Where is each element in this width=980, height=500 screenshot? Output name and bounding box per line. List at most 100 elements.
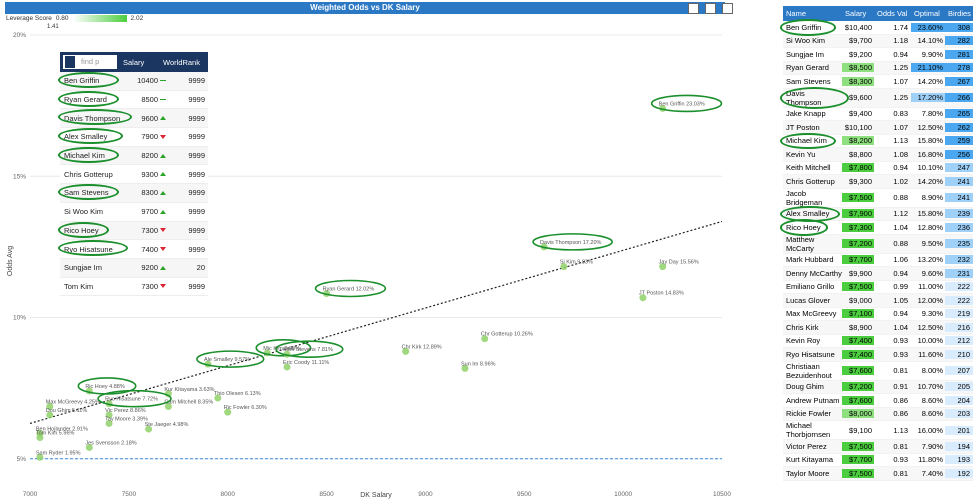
birdies-cell: 262: [945, 122, 973, 132]
highlight-circle: [97, 389, 172, 408]
table-row[interactable]: Si Woo Kim $9,700 1.18 14.10% 282: [783, 34, 973, 48]
table-row[interactable]: Chris Gotterup 9300 9999: [60, 165, 208, 185]
table-row[interactable]: Mark Hubbard $7,700 1.06 13.20% 232: [783, 254, 973, 267]
table-row[interactable]: JT Poston $10,100 1.07 12.50% 262: [783, 121, 973, 135]
salary-value: 7300: [141, 225, 158, 235]
birdies-cell: 308: [945, 22, 973, 32]
table-row[interactable]: Kevin Roy $7,400 0.93 10.00% 212: [783, 335, 973, 348]
player-name: Tom Kim: [64, 281, 94, 291]
col-odds-val[interactable]: Odds Val: [877, 9, 908, 18]
table-row[interactable]: Jacob Bridgeman $7,500 0.88 8.90% 241: [783, 189, 973, 208]
table-row[interactable]: Tom Kim 7300 9999: [60, 278, 208, 297]
optimal-cell: 11.60%: [918, 349, 943, 359]
table-row[interactable]: Christiaan Bezuidenhout $7,600 0.81 8.00…: [783, 362, 973, 381]
player-name: Chris Kirk: [786, 322, 819, 332]
table-row[interactable]: Emiliano Grillo $7,500 0.99 11.00% 222: [783, 281, 973, 294]
table-row[interactable]: Lucas Glover $9,000 1.05 12.00% 222: [783, 294, 973, 308]
odds-cell: 1.08: [893, 149, 908, 159]
salary-cell: $9,700: [849, 36, 872, 46]
point-label: Sam Stevens 7.81%: [283, 347, 333, 353]
point-label: Ryan Gerard 12.02%: [323, 286, 375, 292]
legend-min: 0.80: [55, 15, 69, 22]
player-name: Kevin Roy: [786, 336, 821, 346]
col-name[interactable]: Name: [786, 9, 807, 18]
player-name: Lucas Glover: [786, 295, 831, 305]
odds-cell: 1.02: [893, 176, 908, 186]
player-name: Andrew Putnam: [786, 395, 840, 405]
table-row[interactable]: Rickie Fowler $8,000 0.86 8.60% 203: [783, 407, 973, 421]
birdies-cell: 281: [945, 49, 973, 59]
salary-cell: $7,500: [842, 193, 874, 202]
y-tick-label: 15%: [13, 173, 26, 180]
table-row[interactable]: Sungjae Im $9,200 0.94 9.90% 281: [783, 48, 973, 62]
table-row[interactable]: Michael Thorbjornsen $9,100 1.13 16.00% …: [783, 421, 973, 440]
worldrank-cell: 9999: [188, 207, 205, 217]
more-options-icon[interactable]: [722, 3, 733, 14]
odds-cell: 0.94: [893, 49, 908, 59]
table-row[interactable]: Michael Kim $8,200 1.13 15.80% 259: [780, 132, 973, 149]
table-row[interactable]: Andrew Putnam $7,600 0.86 8.60% 204: [783, 394, 973, 408]
table-row[interactable]: Ben Griffin $10,400 1.74 23.60% 308: [780, 19, 973, 36]
salary-cell: 10400: [126, 76, 166, 85]
col-salary[interactable]: Salary: [123, 57, 145, 67]
table-row[interactable]: Sam Stevens $8,300 1.07 14.20% 267: [783, 75, 973, 89]
player-name: Kurt Kitayama: [786, 455, 834, 465]
odds-cell: 1.06: [893, 255, 908, 265]
table-row[interactable]: Max McGreevy $7,100 0.94 9.30% 219: [783, 308, 973, 321]
table-row[interactable]: Rico Hoey $7,300 1.04 12.80% 236: [780, 219, 973, 236]
optimal-cell: 12.00%: [917, 295, 943, 305]
col-optimal[interactable]: Optimal: [914, 9, 940, 18]
table-row[interactable]: Ryo Hisatsune $7,400 0.93 11.60% 210: [783, 348, 973, 362]
table-row[interactable]: Chris Kirk $8,900 1.04 12.50% 216: [783, 321, 973, 335]
table-row[interactable]: Matthew McCarty $7,200 0.88 9.50% 235: [783, 234, 973, 254]
player-name: Emiliano Grillo: [786, 282, 835, 292]
table-row[interactable]: Kevin Yu $8,800 1.08 16.80% 256: [783, 148, 973, 162]
birdies-cell: 194: [945, 441, 973, 451]
table-row[interactable]: Si Woo Kim 9700 9999: [60, 203, 208, 222]
highlight-circle: [196, 350, 265, 368]
table-row[interactable]: Alex Smalley $7,900 1.12 15.80% 239: [780, 205, 973, 222]
point-label: Ale Smalley 9.57%: [204, 357, 250, 363]
birdies-cell: 222: [945, 282, 973, 292]
birdies-cell: 241: [945, 193, 973, 202]
data-point: [145, 425, 153, 433]
table-row[interactable]: Sungjae Im 9200 20: [60, 258, 208, 278]
legend-max: 2.02: [130, 15, 144, 22]
table-row[interactable]: Denny McCarthy $9,900 0.94 9.60% 231: [783, 267, 973, 281]
table-row[interactable]: Ryan Gerard $8,500 1.25 21.10% 278: [783, 61, 973, 75]
highlight-circle: [58, 221, 110, 238]
salary-cell: $7,400: [842, 349, 874, 359]
col-birdies[interactable]: Birdies: [948, 9, 971, 18]
birdies-cell: 231: [945, 268, 973, 278]
table-row[interactable]: Chris Gotterup $9,300 1.02 14.20% 241: [783, 175, 973, 189]
table-row[interactable]: Doug Ghim $7,200 0.91 10.70% 205: [783, 380, 973, 394]
data-point: [224, 408, 232, 416]
player-name: Matthew McCarty: [786, 234, 815, 253]
table-row[interactable]: Kurt Kitayama $7,700 0.93 11.80% 193: [783, 454, 973, 467]
birdies-cell: 266: [945, 93, 973, 102]
search-input[interactable]: find p: [63, 55, 117, 69]
salary-cell: $9,300: [849, 176, 872, 186]
trend-up-icon: [160, 116, 166, 121]
col-salary[interactable]: Salary: [845, 9, 867, 18]
table-row[interactable]: Davis Thompson $9,600 1.25 17.20% 266: [780, 86, 973, 109]
optimal-cell: 9.90%: [921, 49, 943, 59]
birdies-cell: 210: [945, 349, 973, 359]
trend-down-icon: [160, 284, 166, 289]
player-name: Max McGreevy: [786, 309, 837, 319]
salary-cell: $9,600: [849, 93, 872, 102]
optimal-cell: 16.00%: [917, 425, 943, 435]
col-worldrank[interactable]: WorldRank: [163, 57, 200, 67]
odds-cell: 0.94: [893, 309, 908, 319]
trend-up-icon: [160, 172, 166, 177]
birdies-cell: 241: [945, 176, 973, 186]
table-row[interactable]: Victor Perez $7,500 0.81 7.90% 194: [783, 440, 973, 454]
filter-icon[interactable]: [688, 3, 699, 14]
table-row[interactable]: Jake Knapp $9,400 0.83 7.80% 265: [783, 108, 973, 121]
player-name: Taylor Moore: [786, 468, 830, 478]
salary-cell: 7900: [126, 132, 166, 141]
focus-mode-icon[interactable]: [705, 3, 716, 14]
point-label: Ric Hoey 4.88%: [85, 384, 125, 390]
table-row[interactable]: Taylor Moore $7,500 0.81 7.40% 192: [783, 467, 973, 481]
table-row[interactable]: Keith Mitchell $7,800 0.94 10.10% 247: [783, 162, 973, 175]
